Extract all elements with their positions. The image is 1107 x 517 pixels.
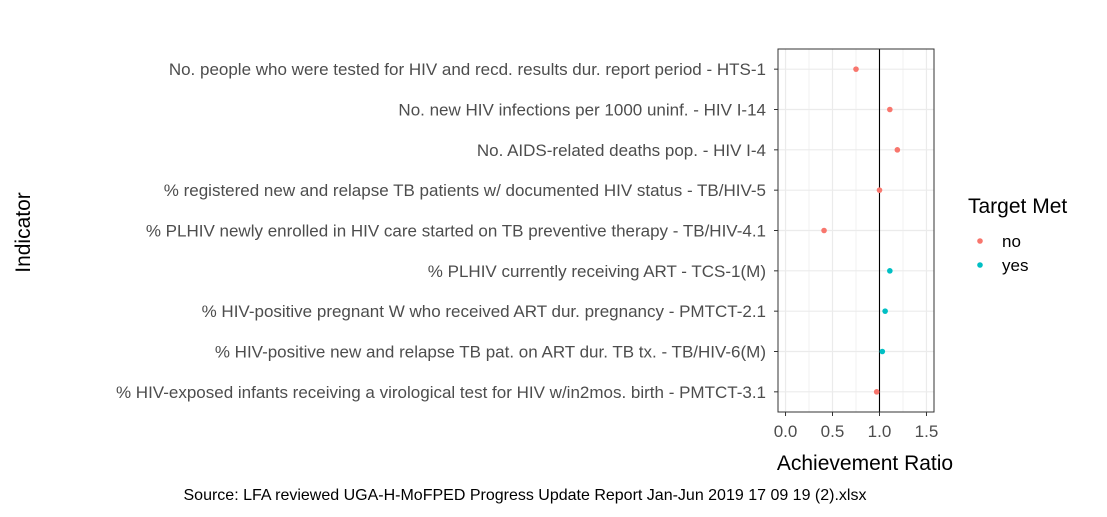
data-point [821, 227, 827, 234]
y-tick-label: % registered new and relapse TB patients… [164, 181, 766, 200]
legend-key-yes [977, 262, 983, 268]
y-tick-label: % HIV-exposed infants receiving a virolo… [116, 383, 766, 402]
y-axis-title: Indicator [12, 192, 35, 273]
legend-label-yes: yes [1002, 256, 1028, 275]
y-axis: No. people who were tested for HIV and r… [116, 60, 778, 402]
y-tick-label: No. AIDS-related deaths pop. - HIV I-4 [477, 141, 766, 160]
y-tick-label: % PLHIV currently receiving ART - TCS-1(… [428, 262, 766, 281]
legend: Target Met no yes [968, 195, 1067, 275]
data-point [887, 268, 893, 274]
x-axis: 0.0 0.5 1.0 1.5 [774, 412, 939, 441]
legend-key-no [977, 238, 983, 244]
y-tick-label: No. new HIV infections per 1000 uninf. -… [398, 101, 766, 120]
y-tick-label: % HIV-positive new and relapse TB pat. o… [215, 343, 766, 362]
data-point [853, 66, 859, 72]
legend-title: Target Met [968, 195, 1067, 218]
x-tick-label: 0.0 [774, 422, 798, 441]
x-tick-label: 1.0 [868, 422, 892, 441]
grid-lines [778, 49, 934, 412]
source-caption: Source: LFA reviewed UGA-H-MoFPED Progre… [184, 487, 867, 504]
x-tick-label: 0.5 [821, 422, 845, 441]
data-point [882, 308, 888, 314]
y-tick-label: % HIV-positive pregnant W who received A… [202, 302, 766, 321]
y-tick-label: No. people who were tested for HIV and r… [169, 60, 766, 79]
data-point [894, 147, 901, 153]
x-axis-title: Achievement Ratio [777, 452, 953, 475]
legend-label-no: no [1002, 232, 1021, 251]
y-tick-label: % PLHIV newly enrolled in HIV care start… [146, 222, 766, 241]
x-tick-label: 1.5 [915, 422, 939, 441]
data-point [879, 348, 886, 355]
data-point [876, 187, 883, 193]
data-point [873, 389, 880, 395]
points-layer [821, 66, 901, 395]
data-point [887, 106, 893, 113]
